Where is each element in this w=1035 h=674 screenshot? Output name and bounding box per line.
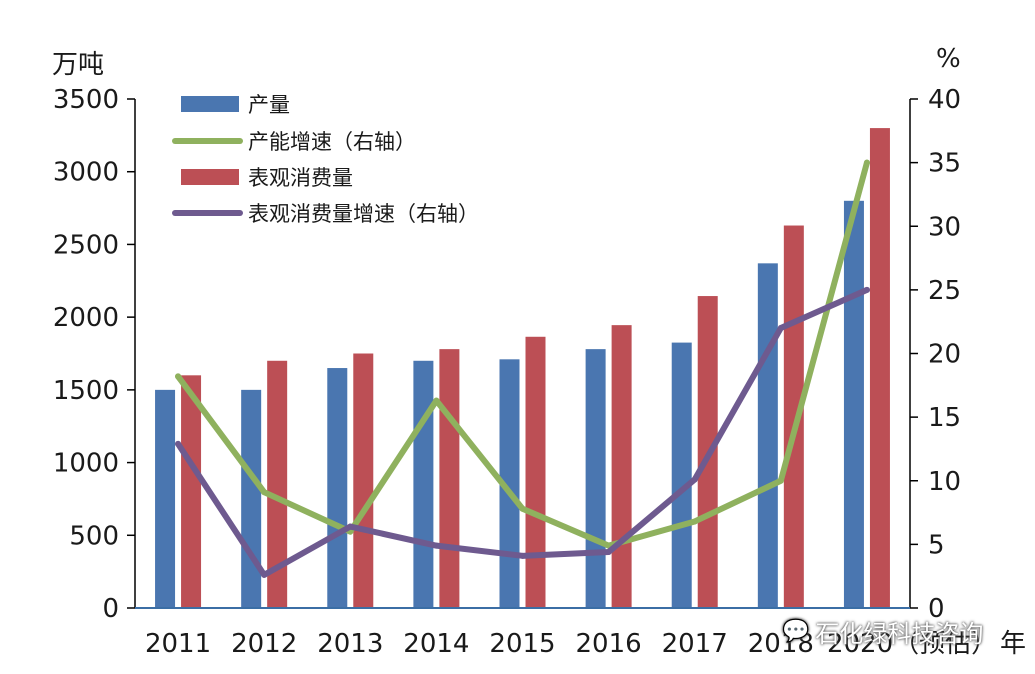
line-point [605, 549, 612, 556]
line-point [863, 159, 870, 166]
x-tick-label: 2014 [403, 629, 469, 659]
bar [353, 353, 374, 608]
x-tick-label: 2018 [748, 629, 814, 659]
wechat-icon: 💬 [782, 619, 810, 644]
line-point [519, 505, 526, 512]
line-point [433, 397, 440, 404]
left-tick-label: 0 [102, 594, 119, 624]
bar [525, 336, 546, 608]
bar [585, 349, 606, 608]
bar [439, 349, 460, 608]
left-tick-label: 3500 [53, 85, 119, 115]
left-tick-label: 500 [69, 521, 119, 551]
line-point [175, 373, 182, 380]
bar [757, 263, 778, 608]
right-tick-label: 35 [928, 149, 961, 179]
line-point [691, 476, 698, 483]
right-tick-label: 40 [928, 85, 961, 115]
watermark-text: 石化绿科技咨询 [815, 620, 984, 648]
bar [869, 128, 890, 609]
left-tick-label: 3000 [53, 158, 119, 188]
x-tick-label: 2017 [662, 629, 728, 659]
bar [499, 359, 520, 608]
legend-swatch [181, 96, 239, 112]
line-point [261, 489, 268, 496]
legend-label: 产能增速（右轴） [248, 130, 416, 154]
bar [843, 200, 864, 609]
bar [413, 360, 434, 608]
right-tick-label: 5 [928, 530, 945, 560]
line-point [347, 523, 354, 530]
line-point [175, 440, 182, 447]
right-tick-label: 25 [928, 276, 961, 306]
left-tick-label: 1500 [53, 376, 119, 406]
x-tick-label: 2013 [317, 629, 383, 659]
watermark: 💬 石化绿科技咨询 [782, 614, 983, 649]
right-tick-label: 15 [928, 403, 961, 433]
line-point [691, 518, 698, 525]
line-point [863, 286, 870, 293]
line-point [777, 477, 784, 484]
right-tick-label: 20 [928, 340, 961, 370]
left-tick-label: 2500 [53, 230, 119, 260]
legend-label: 产量 [248, 93, 290, 117]
line-point [777, 325, 784, 332]
legend-swatch [181, 169, 239, 185]
right-tick-label: 30 [928, 212, 961, 242]
bar [671, 342, 692, 608]
right-tick-label: 10 [928, 467, 961, 497]
x-tick-label: 2012 [231, 629, 297, 659]
bar [611, 325, 632, 608]
x-tick-label: 2011 [145, 629, 211, 659]
bar [327, 368, 348, 608]
bar [155, 389, 176, 608]
right-axis-unit: % [936, 44, 961, 74]
left-tick-label: 2000 [53, 303, 119, 333]
x-tick-label: 2016 [576, 629, 642, 659]
legend-label: 表观消费量 [248, 166, 353, 190]
line-point [433, 542, 440, 549]
bar [181, 375, 202, 608]
left-axis-unit: 万吨 [52, 50, 105, 80]
line-point [519, 552, 526, 559]
line-point [261, 571, 268, 578]
bar [267, 360, 288, 608]
x-tick-label: 2020（预估） [827, 629, 997, 659]
x-tick-label: 2015 [489, 629, 555, 659]
x-axis-suffix: 年 [1000, 629, 1026, 659]
bar [241, 389, 262, 608]
right-tick-label: 0 [928, 594, 945, 624]
left-tick-label: 1000 [53, 449, 119, 479]
legend-label: 表观消费量增速（右轴） [248, 202, 479, 226]
